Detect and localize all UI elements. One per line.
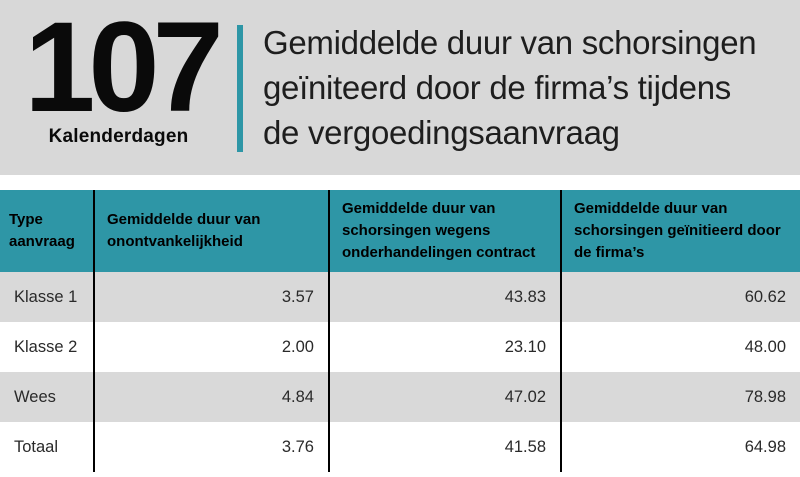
title-line: de vergoedingsaanvraag: [263, 114, 620, 151]
column-header-type-aanvraag: Type aanvraag: [0, 190, 93, 272]
stat-value: 107: [24, 0, 224, 139]
column-header-onontvankelijkheid: Gemiddelde duur van onontvankelijkheid: [93, 190, 328, 272]
column-header-onderhandelingen-contract: Gemiddelde duur van schorsingen wegens o…: [328, 190, 560, 272]
row-label: Klasse 1: [0, 272, 93, 322]
table-cell: 48.00: [560, 322, 800, 372]
table-cell: 4.84: [93, 372, 328, 422]
data-table: Type aanvraag Gemiddelde duur van onontv…: [0, 190, 800, 472]
banner-table-gap: [0, 175, 800, 190]
title-line: Gemiddelde duur van schorsingen: [263, 24, 757, 61]
row-label: Wees: [0, 372, 93, 422]
table-cell: 60.62: [560, 272, 800, 322]
column-header-geinitieerd-firmas: Gemiddelde duur van schorsingen geïnitie…: [560, 190, 800, 272]
table-cell: 78.98: [560, 372, 800, 422]
stat-label: Kalenderdagen: [48, 126, 189, 148]
row-label: Klasse 2: [0, 322, 93, 372]
table-cell: 23.10: [328, 322, 560, 372]
teal-vertical-divider: [237, 25, 243, 152]
table-cell: 64.98: [560, 422, 800, 472]
headline-stat: 107 Kalenderdagen: [0, 0, 237, 175]
table-cell: 43.83: [328, 272, 560, 322]
row-label: Totaal: [0, 422, 93, 472]
title-line: geïniteerd door de firma’s tijdens: [263, 69, 731, 106]
table-cell: 3.57: [93, 272, 328, 322]
table-cell: 2.00: [93, 322, 328, 372]
table-cell: 3.76: [93, 422, 328, 472]
table-cell: 41.58: [328, 422, 560, 472]
stat-banner: 107 Kalenderdagen Gemiddelde duur van sc…: [0, 0, 800, 175]
page-title: Gemiddelde duur van schorsingen geïnitee…: [263, 20, 757, 175]
table-cell: 47.02: [328, 372, 560, 422]
